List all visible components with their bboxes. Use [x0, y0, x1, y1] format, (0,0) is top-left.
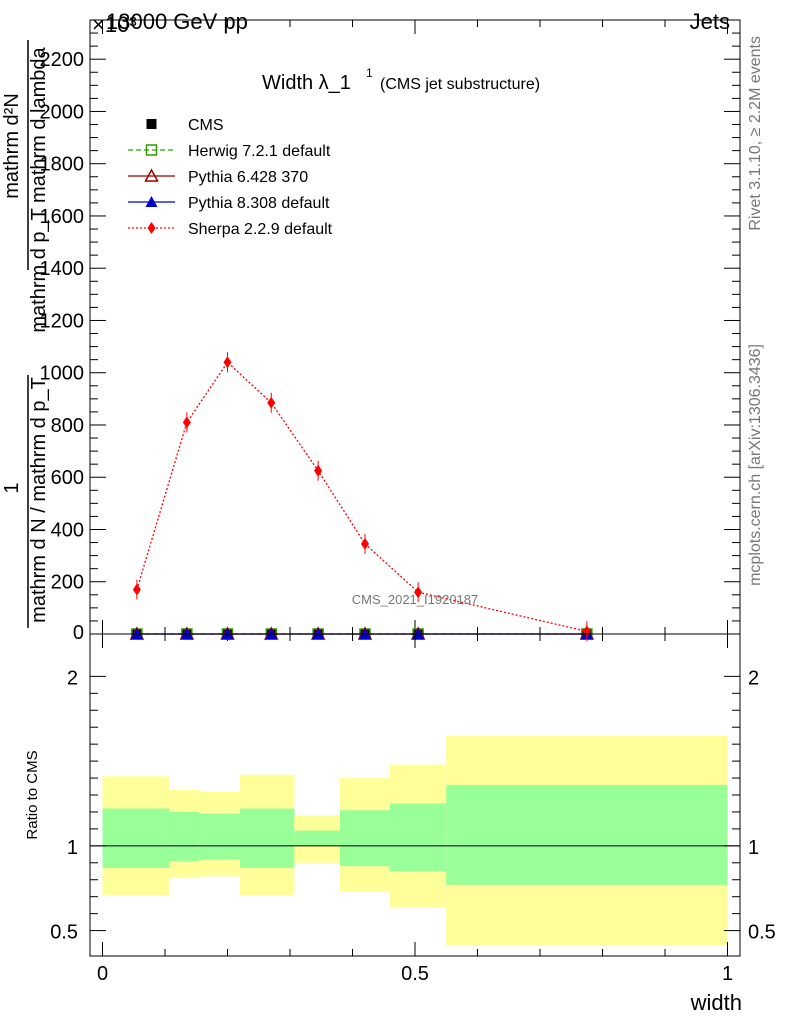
ratio-y-tick-label-right: 2 — [748, 667, 759, 689]
ratio-y-tick-label-right: 0.5 — [748, 922, 776, 944]
y-tick-label: 2000 — [40, 101, 85, 123]
y-tick-label: 1800 — [40, 154, 85, 176]
y-tick-label: 2200 — [40, 49, 85, 71]
legend-marker — [145, 144, 158, 156]
legend-label: Pythia 8.308 default — [188, 195, 330, 212]
legend: CMS Herwig 7.2.1 default Pythia 6.428 370 P… — [128, 117, 333, 238]
legend-marker — [144, 168, 159, 182]
mcplots-label: mcplots.cern.ch [arXiv:1306.3436] — [747, 344, 764, 586]
x-tick-label: 0.5 — [401, 963, 429, 985]
legend-label: Sherpa 2.2.9 default — [188, 221, 333, 238]
inner-uncertainty-band — [390, 803, 447, 872]
ratio-frame — [89, 633, 741, 957]
ratio-y-tick-label: 1 — [67, 837, 78, 859]
inner-uncertainty-band — [240, 808, 295, 868]
data-point — [132, 583, 141, 596]
y-tick-label-zero: 0 — [73, 622, 84, 644]
main-ticks: 200 400 600 800 1000 1200 1400 1600 1800 2000 2200… — [40, 20, 740, 644]
x-tick-label: 1 — [722, 963, 733, 985]
inner-uncertainty-band — [294, 830, 340, 846]
data-point — [314, 464, 323, 477]
y-tick-label: 1400 — [40, 258, 85, 280]
exponent-label: ×10³ — [92, 12, 137, 37]
legend-label: Pythia 6.428 370 — [188, 169, 308, 186]
x-tick-label: 0 — [97, 963, 108, 985]
chart-subtitle: (CMS jet substructure) — [380, 76, 540, 93]
analysis-watermark: CMS_2021_I1920187 — [352, 592, 479, 607]
y-tick-label: 600 — [51, 467, 84, 489]
inner-uncertainty-band — [446, 784, 728, 885]
ylabel-denominator-1: mathrm d p_T mathrm d lambda — [28, 46, 50, 332]
legend-marker — [147, 222, 156, 234]
ratio-ylabel: Ratio to CMS — [24, 750, 41, 839]
chart-title: Width λ_1 — [262, 72, 351, 94]
header-right-label: Jets — [690, 9, 730, 34]
ratio-xlabel: width — [690, 990, 742, 1015]
ylabel-numerator-1: mathrm d²N — [1, 93, 23, 199]
data-point — [267, 396, 276, 409]
data-point — [414, 586, 423, 599]
inner-uncertainty-band — [102, 808, 170, 868]
y-tick-label: 800 — [51, 415, 84, 437]
legend-marker — [146, 119, 157, 129]
inner-uncertainty-band — [169, 811, 200, 862]
ratio-y-tick-label: 0.5 — [50, 922, 78, 944]
y-tick-label: 400 — [51, 519, 84, 541]
chart-title-superscript: 1 — [366, 66, 373, 80]
main-panel: 200 400 600 800 1000 1200 1400 1600 1800 2000 2200… — [40, 19, 741, 644]
main-frame — [89, 19, 741, 635]
data-point — [223, 356, 232, 369]
data-point — [361, 537, 369, 550]
legend-label: Herwig 7.2.1 default — [188, 143, 331, 160]
ratio-y-tick-label: 2 — [67, 667, 78, 689]
header-left-label: 13000 GeV pp — [106, 9, 248, 34]
legend-label: CMS — [188, 117, 224, 134]
rivet-label: Rivet 3.1.10, ≥ 2.2M events — [747, 36, 764, 231]
y-tick-label: 1000 — [40, 363, 85, 385]
ratio-y-tick-label-right: 1 — [748, 837, 759, 859]
ylabel-denominator-2: mathrm d N / mathrm d p_T — [28, 377, 50, 623]
y-tick-label: 1600 — [40, 206, 85, 228]
ratio-ticks: 0.5 0.5 1 1 2 2 0 0.5 1 — [50, 634, 776, 985]
inner-uncertainty-band — [340, 810, 390, 867]
y-tick-label: 1200 — [40, 310, 85, 332]
data-point — [182, 416, 191, 429]
ylabel-numerator-2: 1 — [1, 482, 23, 493]
ratio-panel: 0.5 0.5 1 1 2 2 0 0.5 1 Ratio to CMS width — [24, 633, 776, 1015]
y-tick-label: 200 — [51, 572, 84, 594]
ratio-bands — [102, 735, 728, 946]
inner-uncertainty-band — [199, 813, 240, 860]
legend-marker — [145, 196, 158, 207]
